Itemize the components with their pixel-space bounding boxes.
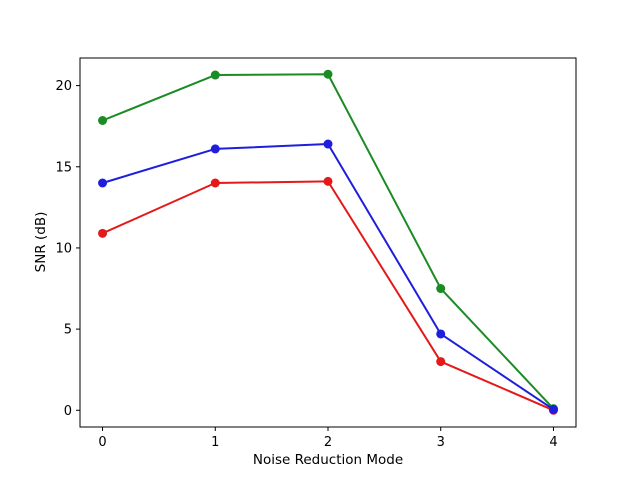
- x-tick-label: 1: [211, 435, 219, 450]
- x-tick-label: 2: [324, 435, 332, 450]
- y-tick-label: 20: [55, 79, 72, 94]
- series-marker-green: [98, 116, 108, 126]
- series-marker-blue: [323, 139, 333, 149]
- x-axis-label: Noise Reduction Mode: [253, 452, 403, 468]
- series-marker-red: [210, 178, 220, 188]
- series-marker-red: [436, 357, 446, 367]
- series-marker-green: [323, 69, 333, 79]
- x-tick-label: 0: [98, 435, 106, 450]
- series-line-red: [102, 180, 554, 412]
- series-marker-green: [210, 70, 220, 80]
- y-tick-label: 10: [55, 241, 72, 256]
- series-marker-blue: [98, 178, 108, 188]
- series-line-green: [102, 73, 555, 410]
- y-tick-label: 0: [64, 404, 72, 419]
- series-marker-blue: [210, 144, 220, 154]
- y-tick-label: 5: [64, 323, 72, 338]
- series-marker-red: [98, 228, 108, 238]
- y-tick-label: 15: [55, 160, 72, 175]
- x-tick-label: 4: [549, 435, 557, 450]
- series-marker-blue: [548, 404, 558, 414]
- y-axis-label: SNR (dB): [33, 212, 49, 273]
- x-tick-label: 3: [437, 435, 445, 450]
- series-marker-green: [436, 284, 446, 294]
- plot-frame: [79, 57, 577, 428]
- series-marker-red: [323, 176, 333, 186]
- plot-area: 0 1 2 3 4 0 5 10 15 20: [55, 57, 577, 450]
- series-marker-blue: [436, 329, 446, 339]
